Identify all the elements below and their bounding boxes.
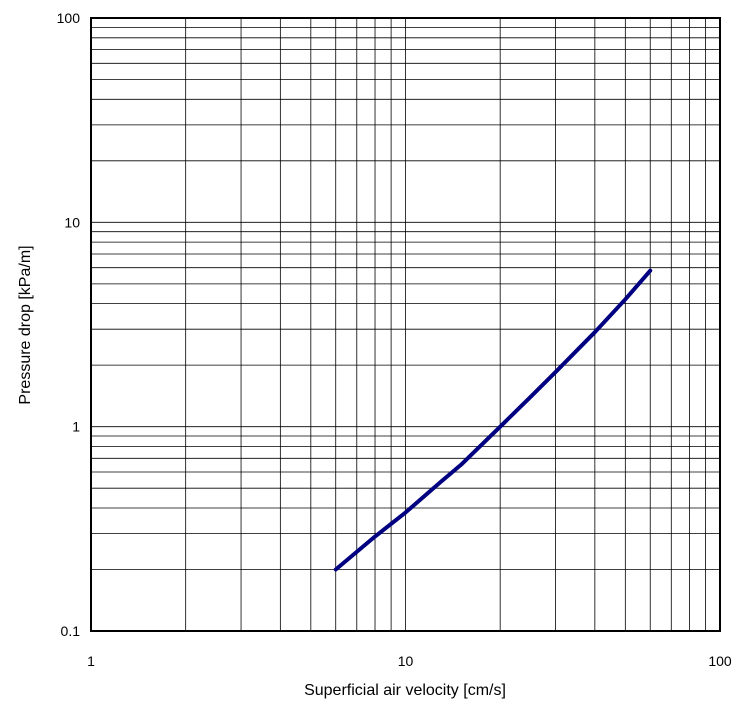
x-axis-title: Superficial air velocity [cm/s] — [304, 682, 506, 699]
x-tick-label: 100 — [708, 653, 732, 669]
x-tick-labels: 1 10 100 — [87, 653, 732, 669]
y-axis-title: Pressure drop [kPa/m] — [17, 245, 34, 404]
grid-lines — [91, 18, 720, 631]
y-tick-label: 0.1 — [61, 623, 81, 639]
y-tick-label: 100 — [57, 10, 81, 26]
series-layer — [333, 268, 653, 572]
x-tick-label: 1 — [87, 653, 95, 669]
x-tick-label: 10 — [398, 653, 414, 669]
y-tick-label: 1 — [72, 419, 80, 435]
y-tick-labels: 0.1 1 10 100 — [57, 10, 81, 639]
pressure-drop-curve — [333, 268, 653, 572]
y-tick-label: 10 — [64, 214, 80, 230]
plot-frame — [90, 17, 721, 632]
